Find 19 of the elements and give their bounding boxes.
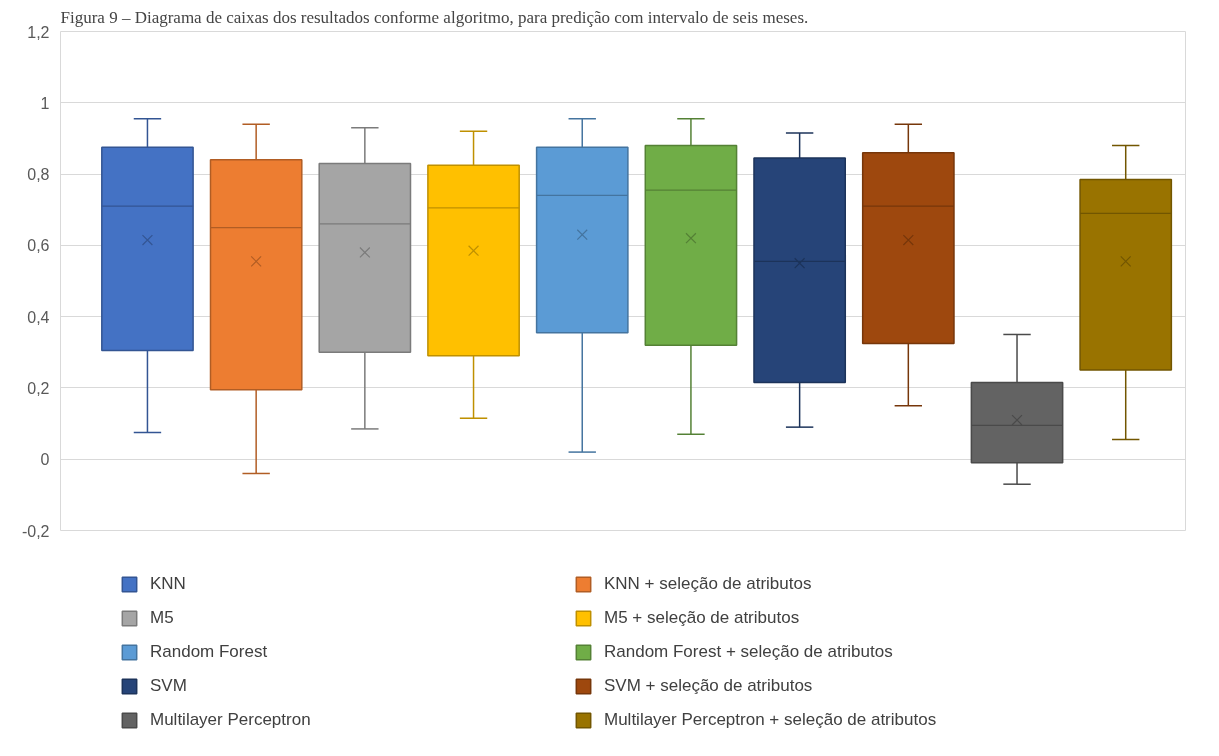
legend-label: SVM xyxy=(150,676,188,696)
legend-label: KNN xyxy=(150,574,187,594)
y-tick-label: -0,2 xyxy=(21,522,50,540)
y-tick-label: 0,8 xyxy=(27,166,50,184)
legend-label: Multilayer Perceptron xyxy=(150,710,312,730)
legend-label: Random Forest xyxy=(150,642,269,662)
legend-label: SVM + seleção de atributos xyxy=(604,676,814,696)
legend-label: Random Forest + seleção de atributos xyxy=(604,642,894,662)
legend-label: KNN + seleção de atributos xyxy=(604,574,813,594)
y-tick-label: 0,4 xyxy=(27,308,50,326)
legend-label: M5 + seleção de atributos xyxy=(604,608,801,628)
y-tick-label: 0,6 xyxy=(27,237,50,255)
y-tick-label: 0,2 xyxy=(27,379,50,397)
legend-label: M5 xyxy=(150,608,175,628)
y-tick-label: 1 xyxy=(40,94,50,112)
y-tick-label: 0 xyxy=(40,451,50,469)
y-tick-label: 1,2 xyxy=(27,23,50,41)
chart-title: Figura 9 – Diagrama de caixas dos resultados conforme algoritmo, para predição com intervalo de seis meses. xyxy=(60,7,809,27)
legend-label: Multilayer Perceptron + seleção de atributos xyxy=(604,710,938,730)
